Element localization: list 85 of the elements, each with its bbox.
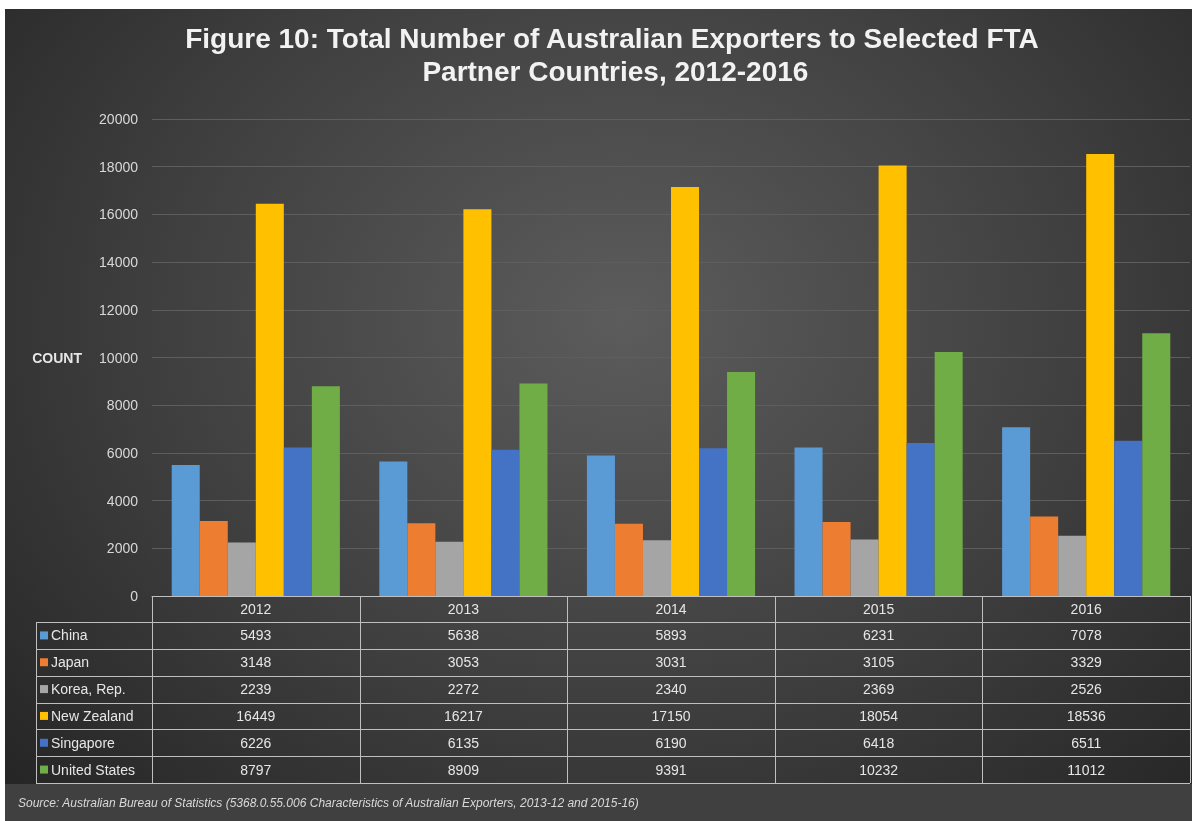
data-label: 2526 xyxy=(1070,681,1102,698)
bar xyxy=(463,209,492,596)
bar xyxy=(671,186,700,596)
x-tick-label: 2012 xyxy=(240,601,272,617)
bar xyxy=(435,541,464,596)
y-tick-label: 18000 xyxy=(99,158,139,175)
bar xyxy=(699,448,728,596)
data-label: 5893 xyxy=(655,627,687,644)
bar xyxy=(255,203,284,596)
bar xyxy=(614,523,643,596)
legend-label: Korea, Rep. xyxy=(51,681,126,698)
y-tick-label: 6000 xyxy=(106,444,139,461)
legend-label: United States xyxy=(51,761,136,778)
bar xyxy=(407,523,436,596)
data-label: 18054 xyxy=(859,707,899,724)
bar xyxy=(379,461,408,596)
y-tick-label: 4000 xyxy=(106,492,139,509)
bar xyxy=(727,372,756,596)
bar xyxy=(1142,333,1171,596)
bar xyxy=(906,442,935,596)
chart-title: Figure 10: Total Number of Australian Exporters to Selected FTA Partner Countries, 2012-2016 xyxy=(185,23,1046,87)
data-label: 9391 xyxy=(655,761,687,778)
bar xyxy=(878,165,907,596)
data-label: 3148 xyxy=(240,654,272,671)
bar xyxy=(1114,440,1143,596)
data-label: 5638 xyxy=(447,627,480,644)
data-label: 16217 xyxy=(443,707,484,724)
y-tick-label: 20000 xyxy=(99,111,139,127)
x-tick-label: 2016 xyxy=(1070,601,1102,617)
y-axis-title: COUNT xyxy=(32,349,83,366)
data-label: 2239 xyxy=(240,681,272,698)
bar xyxy=(794,447,823,596)
data-label: 18536 xyxy=(1066,707,1106,724)
data-label: 3031 xyxy=(655,654,687,671)
bar xyxy=(934,351,963,596)
bar xyxy=(1002,427,1031,596)
bar xyxy=(1086,153,1115,596)
data-label: 8797 xyxy=(240,761,272,778)
bar xyxy=(283,447,312,596)
bar xyxy=(311,386,340,596)
x-tick-label: 2015 xyxy=(863,601,895,617)
legend-label: Singapore xyxy=(51,734,116,751)
data-label: 3105 xyxy=(863,654,895,671)
data-label: 2340 xyxy=(655,681,687,698)
bar xyxy=(227,542,256,596)
x-tick-label: 2014 xyxy=(655,601,687,617)
bar xyxy=(199,520,228,596)
bar xyxy=(171,464,200,596)
y-tick-label: 0 xyxy=(130,588,139,604)
data-label: 17150 xyxy=(651,707,691,724)
data-label: 6190 xyxy=(655,734,687,751)
data-label: 3329 xyxy=(1070,654,1102,671)
y-tick-label: 10000 xyxy=(99,349,139,366)
data-label: 6135 xyxy=(447,734,480,751)
data-label: 3053 xyxy=(447,654,480,671)
data-label: 2272 xyxy=(447,681,480,698)
data-label: 6511 xyxy=(1071,734,1102,751)
y-tick-label: 12000 xyxy=(99,301,139,318)
bar xyxy=(850,539,879,596)
bar xyxy=(519,383,548,596)
y-tick-label: 16000 xyxy=(99,206,139,223)
data-label: 8909 xyxy=(447,761,480,778)
data-label: 10232 xyxy=(859,761,899,778)
data-label: 16449 xyxy=(236,707,276,724)
data-label: 5493 xyxy=(240,627,272,644)
bar xyxy=(491,449,520,596)
data-label: 7078 xyxy=(1070,627,1102,644)
legend-label: Japan xyxy=(51,654,90,671)
data-label: 6231 xyxy=(863,627,895,644)
legend-label: New Zealand xyxy=(51,707,134,724)
bar xyxy=(1030,516,1059,596)
bar xyxy=(642,540,671,596)
x-tick-label: 2013 xyxy=(447,601,480,617)
y-tick-label: 2000 xyxy=(106,540,139,557)
y-tick-label: 8000 xyxy=(106,397,139,414)
bar xyxy=(822,521,851,596)
bar xyxy=(1058,535,1087,596)
data-label: 6226 xyxy=(240,734,272,751)
y-tick-label: 14000 xyxy=(99,254,139,271)
data-label: 11012 xyxy=(1067,761,1106,778)
source-note: Source: Australian Bureau of Statistics (5368.0.55.006 Characteristics of Australian Exporters, 2013-12 and 2015-16) xyxy=(18,795,639,810)
bar xyxy=(586,455,615,596)
data-label: 6418 xyxy=(863,734,895,751)
data-label: 2369 xyxy=(863,681,895,698)
legend-label: China xyxy=(51,627,88,644)
